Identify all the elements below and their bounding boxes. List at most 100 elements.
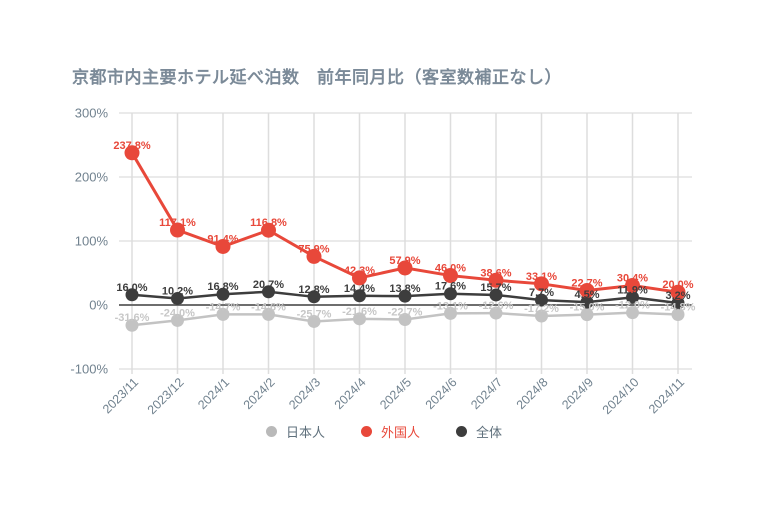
data-label-foreign: 30.4% xyxy=(617,273,648,285)
data-point-japanese xyxy=(535,309,548,323)
data-point-foreign xyxy=(534,276,549,292)
data-point-japanese xyxy=(307,314,321,328)
legend-item-total: 全体 xyxy=(456,422,502,441)
data-point-total xyxy=(580,295,594,309)
data-label-japanese: -31.6% xyxy=(115,312,150,324)
data-point-foreign xyxy=(261,222,276,238)
data-label-total: 14.4% xyxy=(344,283,375,295)
foreign-legend-dot-icon xyxy=(360,426,372,437)
data-label-total: 17.6% xyxy=(435,281,466,293)
data-label-total: 4.5% xyxy=(574,289,599,301)
data-label-foreign: 117.1% xyxy=(159,217,196,229)
data-point-japanese xyxy=(125,318,139,332)
x-axis-tick-label: 2024/11 xyxy=(646,375,687,416)
legend-label-foreign: 外国人 xyxy=(380,425,420,440)
data-point-japanese xyxy=(580,308,594,322)
chart-legend: 日本人 外国人 全体 xyxy=(0,422,768,441)
data-label-japanese: -13.1% xyxy=(433,300,468,312)
data-point-total xyxy=(671,296,685,310)
data-label-foreign: 46.0% xyxy=(435,263,466,275)
data-label-foreign: 33.1% xyxy=(526,271,557,283)
data-label-japanese: -14.8% xyxy=(661,301,696,313)
data-point-japanese xyxy=(171,313,184,327)
data-point-total xyxy=(171,291,184,305)
y-axis-tick-label: 200% xyxy=(75,170,109,185)
data-point-japanese xyxy=(353,312,366,326)
data-point-total xyxy=(489,288,503,302)
data-label-japanese: -14.7% xyxy=(206,301,241,313)
data-point-japanese xyxy=(671,307,685,321)
y-axis-tick-label: -100% xyxy=(70,362,108,377)
data-label-total: 11.9% xyxy=(617,284,648,296)
data-point-total xyxy=(125,288,139,302)
x-axis-tick-label: 2024/8 xyxy=(514,375,551,412)
data-label-total: 15.7% xyxy=(480,282,511,294)
data-label-total: 3.2% xyxy=(665,290,690,302)
data-point-foreign xyxy=(625,278,640,294)
y-axis-tick-label: 100% xyxy=(75,234,109,249)
data-point-total xyxy=(307,290,321,304)
x-axis-tick-label: 2024/1 xyxy=(195,375,232,412)
data-label-japanese: -25.7% xyxy=(297,308,332,320)
data-point-japanese xyxy=(398,313,412,327)
data-point-foreign xyxy=(170,222,185,238)
data-point-foreign xyxy=(579,282,595,298)
data-point-total xyxy=(398,289,412,303)
data-point-foreign xyxy=(352,270,367,286)
x-axis-tick-label: 2024/7 xyxy=(468,375,505,412)
data-label-total: 12.8% xyxy=(298,284,329,296)
x-axis-tick-label: 2024/5 xyxy=(377,375,414,412)
data-point-japanese xyxy=(444,306,457,320)
x-axis-tick-label: 2024/4 xyxy=(332,375,369,412)
data-label-japanese: -21.6% xyxy=(342,306,377,318)
data-point-foreign xyxy=(488,272,504,288)
data-point-japanese xyxy=(489,306,503,320)
data-point-total xyxy=(444,287,457,301)
data-label-foreign: 22.7% xyxy=(571,277,602,289)
data-point-foreign xyxy=(397,260,413,276)
x-axis-tick-label: 2024/3 xyxy=(286,375,323,412)
data-point-japanese xyxy=(626,306,639,320)
data-label-foreign: 42.3% xyxy=(344,265,375,277)
data-point-total xyxy=(262,285,275,299)
data-label-foreign: 91.4% xyxy=(207,234,238,246)
data-label-total: 16.0% xyxy=(116,282,147,294)
y-axis-tick-label: 300% xyxy=(75,106,109,121)
data-label-total: 20.7% xyxy=(253,279,284,291)
x-axis-tick-label: 2024/9 xyxy=(559,375,596,412)
legend-item-foreign: 外国人 xyxy=(360,422,420,441)
data-point-foreign xyxy=(670,284,686,300)
y-axis-tick-label: 0% xyxy=(89,298,108,313)
data-point-total xyxy=(353,289,366,303)
data-label-total: 7.7% xyxy=(529,287,554,299)
data-point-total xyxy=(535,293,548,307)
data-label-total: 13.8% xyxy=(389,283,420,295)
data-point-foreign xyxy=(215,239,231,255)
x-axis-tick-label: 2024/10 xyxy=(600,375,642,417)
data-point-total xyxy=(216,287,230,301)
data-label-japanese: -24.0% xyxy=(160,307,195,319)
data-label-foreign: 57.9% xyxy=(389,255,420,267)
data-point-foreign xyxy=(124,145,140,161)
data-point-japanese xyxy=(262,307,275,321)
data-label-japanese: -17.2% xyxy=(524,303,559,315)
data-point-foreign xyxy=(443,268,458,284)
total-legend-dot-icon xyxy=(456,426,467,437)
chart-title: 京都市内主要ホテル延べ泊数 前年同月比（客室数補正なし） xyxy=(72,68,562,87)
legend-item-japanese: 日本人 xyxy=(265,422,325,441)
x-axis-tick-label: 2024/2 xyxy=(241,375,278,412)
data-label-foreign: 75.9% xyxy=(298,243,329,255)
data-label-foreign: 116.8% xyxy=(250,217,287,229)
x-axis-tick-label: 2023/11 xyxy=(100,375,141,416)
x-axis-tick-label: 2023/12 xyxy=(145,375,187,417)
japanese-legend-dot-icon xyxy=(265,426,277,437)
data-label-total: 10.2% xyxy=(162,285,193,297)
data-label-japanese: -12.6% xyxy=(479,300,514,312)
data-label-japanese: -12.0% xyxy=(615,300,650,312)
legend-label-total: 全体 xyxy=(476,425,503,440)
data-label-foreign: 20.0% xyxy=(662,279,693,291)
x-axis-tick-label: 2024/6 xyxy=(423,375,460,412)
data-label-japanese: -15.0% xyxy=(570,302,605,314)
